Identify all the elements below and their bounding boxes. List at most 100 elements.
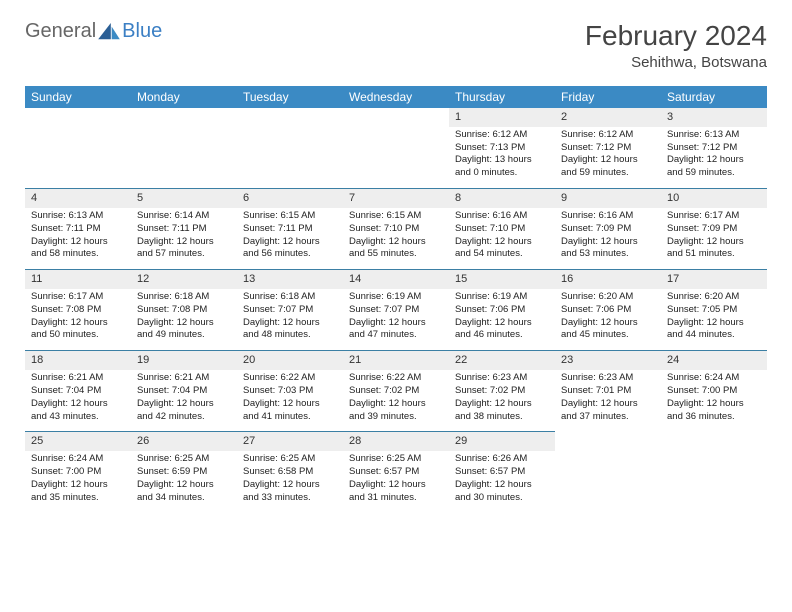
weekday-header: Monday [131,86,237,108]
day-details: Sunrise: 6:25 AMSunset: 6:59 PMDaylight:… [131,451,237,512]
calendar-day-cell: 16Sunrise: 6:20 AMSunset: 7:06 PMDayligh… [555,269,661,350]
calendar-day-cell: 28Sunrise: 6:25 AMSunset: 6:57 PMDayligh… [343,431,449,512]
calendar-day-cell: 17Sunrise: 6:20 AMSunset: 7:05 PMDayligh… [661,269,767,350]
sunset-line: Sunset: 7:06 PM [455,304,549,317]
sunset-line: Sunset: 7:11 PM [243,223,337,236]
calendar-day-cell: 9Sunrise: 6:16 AMSunset: 7:09 PMDaylight… [555,188,661,269]
daylight-line: Daylight: 12 hours and 47 minutes. [349,317,443,343]
daylight-line: Daylight: 12 hours and 59 minutes. [667,154,761,180]
sunrise-line: Sunrise: 6:19 AM [349,291,443,304]
day-number: 13 [237,269,343,289]
sail-icon [98,23,120,41]
day-number: 3 [661,108,767,127]
day-details: Sunrise: 6:12 AMSunset: 7:13 PMDaylight:… [449,127,555,188]
day-details: Sunrise: 6:23 AMSunset: 7:01 PMDaylight:… [555,370,661,431]
calendar-day-cell: 19Sunrise: 6:21 AMSunset: 7:04 PMDayligh… [131,350,237,431]
weekday-header: Wednesday [343,86,449,108]
day-number: 5 [131,188,237,208]
day-number: 17 [661,269,767,289]
day-number: 15 [449,269,555,289]
daylight-line: Daylight: 12 hours and 46 minutes. [455,317,549,343]
sunset-line: Sunset: 7:06 PM [561,304,655,317]
daylight-line: Daylight: 12 hours and 51 minutes. [667,236,761,262]
sunrise-line: Sunrise: 6:25 AM [137,453,231,466]
sunrise-line: Sunrise: 6:18 AM [243,291,337,304]
calendar-day-cell: 10Sunrise: 6:17 AMSunset: 7:09 PMDayligh… [661,188,767,269]
daylight-line: Daylight: 12 hours and 37 minutes. [561,398,655,424]
sunset-line: Sunset: 7:13 PM [455,142,549,155]
day-details: Sunrise: 6:22 AMSunset: 7:02 PMDaylight:… [343,370,449,431]
day-details: Sunrise: 6:13 AMSunset: 7:11 PMDaylight:… [25,208,131,269]
sunrise-line: Sunrise: 6:17 AM [31,291,125,304]
calendar-day-cell: 21Sunrise: 6:22 AMSunset: 7:02 PMDayligh… [343,350,449,431]
daylight-line: Daylight: 12 hours and 48 minutes. [243,317,337,343]
day-details: Sunrise: 6:21 AMSunset: 7:04 PMDaylight:… [131,370,237,431]
daylight-line: Daylight: 12 hours and 30 minutes. [455,479,549,505]
sunrise-line: Sunrise: 6:22 AM [243,372,337,385]
sunset-line: Sunset: 6:57 PM [349,466,443,479]
sunset-line: Sunset: 7:03 PM [243,385,337,398]
day-number: 27 [237,431,343,451]
sunrise-line: Sunrise: 6:14 AM [137,210,231,223]
calendar-header-row: SundayMondayTuesdayWednesdayThursdayFrid… [25,86,767,108]
sunrise-line: Sunrise: 6:12 AM [455,129,549,142]
day-details: Sunrise: 6:20 AMSunset: 7:05 PMDaylight:… [661,289,767,350]
calendar-day-cell: 26Sunrise: 6:25 AMSunset: 6:59 PMDayligh… [131,431,237,512]
sunset-line: Sunset: 7:07 PM [243,304,337,317]
day-number: 8 [449,188,555,208]
sunset-line: Sunset: 7:04 PM [137,385,231,398]
daylight-line: Daylight: 12 hours and 33 minutes. [243,479,337,505]
calendar-day-cell [25,108,131,188]
calendar-day-cell: 4Sunrise: 6:13 AMSunset: 7:11 PMDaylight… [25,188,131,269]
day-details: Sunrise: 6:17 AMSunset: 7:09 PMDaylight:… [661,208,767,269]
calendar-week-row: 11 Sunrise: 6:17 AMSunset: 7:08 PM Dayligh… [25,269,767,350]
day-number: 2 [555,108,661,127]
sunset-line: Sunset: 7:05 PM [667,304,761,317]
calendar-day-cell: 3Sunrise: 6:13 AMSunset: 7:12 PMDaylight… [661,108,767,188]
day-number: 11 [25,269,131,289]
day-number: 1 [449,108,555,127]
day-details: Sunrise: 6:16 AMSunset: 7:09 PMDaylight:… [555,208,661,269]
sunset-line: Sunset: 7:02 PM [455,385,549,398]
weekday-header: Thursday [449,86,555,108]
daylight-line: Daylight: 12 hours and 34 minutes. [137,479,231,505]
calendar-day-cell: 7Sunrise: 6:15 AMSunset: 7:10 PMDaylight… [343,188,449,269]
day-number: 18 [25,350,131,370]
sunset-line: Sunset: 6:59 PM [137,466,231,479]
sunset-line: Sunset: 7:04 PM [31,385,125,398]
weekday-header: Friday [555,86,661,108]
day-number: 26 [131,431,237,451]
calendar-week-row: 4Sunrise: 6:13 AMSunset: 7:11 PMDaylight… [25,188,767,269]
daylight-line: Daylight: 12 hours and 31 minutes. [349,479,443,505]
daylight-line: Daylight: 12 hours and 41 minutes. [243,398,337,424]
sunset-line: Sunset: 7:07 PM [349,304,443,317]
day-number: 29 [449,431,555,451]
sunset-line: Sunset: 7:08 PM [31,304,125,317]
calendar-day-cell: 23Sunrise: 6:23 AMSunset: 7:01 PMDayligh… [555,350,661,431]
sunrise-line: Sunrise: 6:22 AM [349,372,443,385]
sunrise-line: Sunrise: 6:26 AM [455,453,549,466]
weekday-header: Saturday [661,86,767,108]
sunrise-line: Sunrise: 6:24 AM [31,453,125,466]
daylight-line: Daylight: 12 hours and 55 minutes. [349,236,443,262]
calendar-day-cell: 1Sunrise: 6:12 AMSunset: 7:13 PMDaylight… [449,108,555,188]
daylight-line: Daylight: 12 hours and 54 minutes. [455,236,549,262]
day-details: Sunrise: 6:14 AMSunset: 7:11 PMDaylight:… [131,208,237,269]
sunrise-line: Sunrise: 6:19 AM [455,291,549,304]
day-number: 19 [131,350,237,370]
calendar-day-cell: 20Sunrise: 6:22 AMSunset: 7:03 PMDayligh… [237,350,343,431]
daylight-line: Daylight: 12 hours and 45 minutes. [561,317,655,343]
weekday-header: Tuesday [237,86,343,108]
sunrise-line: Sunrise: 6:20 AM [561,291,655,304]
daylight-line: Daylight: 12 hours and 35 minutes. [31,479,125,505]
calendar-table: SundayMondayTuesdayWednesdayThursdayFrid… [25,86,767,512]
calendar-day-cell: 25Sunrise: 6:24 AMSunset: 7:00 PMDayligh… [25,431,131,512]
daylight-line: Daylight: 12 hours and 49 minutes. [137,317,231,343]
sunrise-line: Sunrise: 6:16 AM [561,210,655,223]
daylight-line: Daylight: 12 hours and 57 minutes. [137,236,231,262]
location: Sehithwa, Botswana [585,54,767,71]
sunrise-line: Sunrise: 6:21 AM [137,372,231,385]
day-details: Sunrise: 6:22 AMSunset: 7:03 PMDaylight:… [237,370,343,431]
sunset-line: Sunset: 7:09 PM [667,223,761,236]
day-number: 28 [343,431,449,451]
